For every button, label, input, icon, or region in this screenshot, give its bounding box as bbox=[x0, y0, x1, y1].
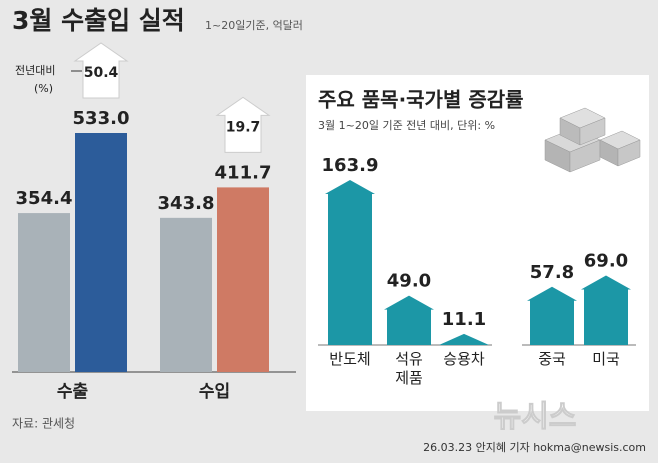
value-label: 354.4 bbox=[16, 188, 73, 209]
source: 자료: 관세청 bbox=[12, 417, 75, 431]
change-label: 전년대비 bbox=[15, 64, 55, 77]
x-tick-label: 반도체 bbox=[329, 350, 371, 368]
value-label: 163.9 bbox=[322, 155, 379, 176]
arrow-bar bbox=[325, 180, 375, 345]
arrow-bar bbox=[527, 286, 577, 345]
value-label: 69.0 bbox=[584, 251, 628, 272]
arrow-bar bbox=[439, 333, 489, 345]
subtitle: 1~20일기준, 억달러 bbox=[205, 18, 303, 32]
bar bbox=[160, 217, 212, 372]
value-label: 343.8 bbox=[158, 193, 215, 214]
x-tick-label: 승용차 bbox=[443, 350, 485, 368]
arrow-bar bbox=[581, 275, 631, 345]
panel-title: 주요 품목·국가별 증감률 bbox=[318, 88, 524, 112]
arrow-bar bbox=[384, 295, 434, 345]
bar bbox=[75, 133, 127, 372]
value-label: 533.0 bbox=[73, 108, 130, 129]
value-label: 57.8 bbox=[530, 262, 574, 283]
x-tick-label: 중국 bbox=[538, 350, 566, 368]
change-arrow bbox=[215, 96, 271, 153]
x-tick-label: 미국 bbox=[592, 350, 620, 368]
x-tick-label: 수입 bbox=[198, 382, 231, 402]
x-tick-label: 석유 제품 bbox=[395, 350, 423, 387]
boxes-icon bbox=[544, 107, 641, 173]
change-arrow bbox=[73, 42, 129, 99]
panel-subtitle: 3월 1~20일 기준 전년 대비, 단위: % bbox=[318, 118, 495, 132]
title: 3월 수출입 실적 bbox=[12, 6, 185, 35]
value-label: 11.1 bbox=[442, 309, 486, 330]
bar bbox=[217, 187, 269, 372]
credit: 26.03.23 안지혜 기자 hokma@newsis.com bbox=[423, 441, 646, 454]
watermark: 뉴시스 bbox=[494, 400, 577, 435]
change-value: 50.4 bbox=[84, 65, 119, 81]
change-unit: (%) bbox=[34, 82, 53, 95]
bar bbox=[18, 213, 70, 372]
value-label: 49.0 bbox=[387, 271, 431, 292]
x-tick-label: 수출 bbox=[56, 382, 89, 402]
value-label: 411.7 bbox=[215, 162, 272, 183]
change-value: 19.7 bbox=[226, 119, 261, 135]
